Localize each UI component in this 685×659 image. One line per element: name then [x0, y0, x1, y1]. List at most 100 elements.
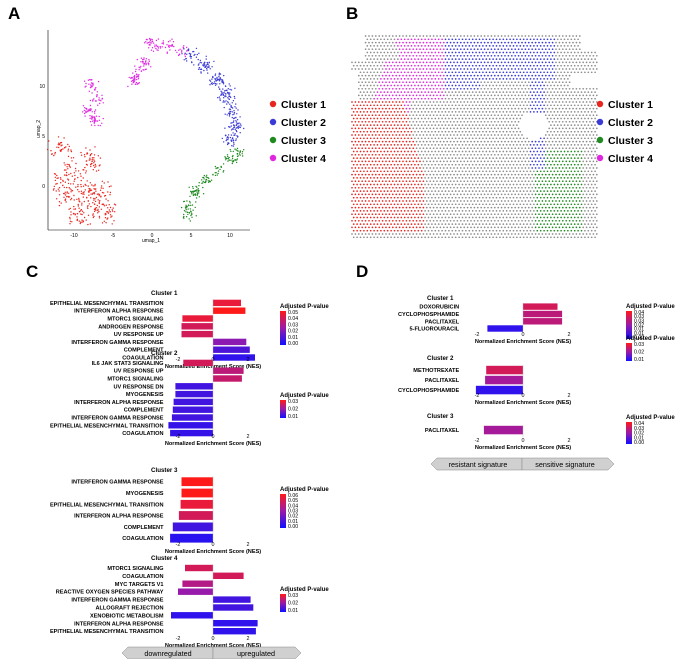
umap-cell-point [85, 170, 87, 172]
spatial-spot [502, 78, 505, 80]
spatial-spot [531, 180, 534, 183]
spatial-spot [397, 150, 399, 153]
spatial-spot [546, 210, 549, 212]
spatial-spot [441, 97, 443, 100]
spatial-spot [424, 38, 426, 41]
spatial-spot [548, 127, 551, 130]
spatial-spot [529, 203, 532, 206]
spatial-spot [422, 94, 425, 97]
spatial-spot [368, 193, 370, 196]
spatial-spot [512, 130, 515, 133]
spatial-spot [543, 210, 545, 212]
spatial-spot [573, 45, 576, 47]
spatial-spot [393, 196, 396, 199]
spatial-spot [465, 84, 467, 87]
spatial-spot [378, 74, 381, 77]
spatial-spot [434, 124, 437, 126]
spatial-spot [507, 167, 510, 169]
spatial-spot [420, 38, 423, 41]
spatial-spot [492, 45, 494, 47]
spatial-spot [454, 210, 457, 212]
spatial-spot [595, 107, 598, 110]
umap-cell-point [66, 186, 68, 189]
spatial-spot [393, 183, 396, 186]
spatial-spot [393, 124, 396, 126]
spatial-spot [468, 45, 471, 47]
umap-cell-point [58, 190, 60, 192]
umap-cell-point [185, 209, 187, 211]
spatial-spot [374, 180, 377, 183]
spatial-spot [510, 107, 513, 110]
spatial-spot [454, 64, 457, 67]
spatial-spot [388, 153, 391, 156]
spatial-spot [536, 78, 539, 80]
umap-cell-point [75, 170, 77, 172]
spatial-spot [524, 54, 527, 57]
spatial-spot [376, 38, 379, 41]
spatial-spot [541, 193, 544, 196]
spatial-spot [519, 190, 522, 192]
umap-cell-point [162, 40, 164, 42]
spatial-spot [533, 210, 535, 212]
spatial-spot [517, 114, 520, 117]
spatial-spot [454, 91, 457, 93]
spatial-spot [402, 173, 404, 176]
spatial-spot [483, 54, 486, 57]
spatial-spot [458, 124, 460, 126]
spatial-spot [561, 41, 564, 44]
umap-cell-point [99, 157, 102, 159]
spatial-spot [453, 213, 455, 216]
spatial-spot [560, 144, 562, 146]
spatial-spot [544, 134, 547, 136]
spatial-spot [386, 104, 389, 107]
umap-cell-point [135, 81, 138, 84]
spatial-spot [519, 78, 522, 80]
umap-cell-point [68, 196, 71, 198]
umap-cell-point [94, 183, 96, 186]
spatial-spot [536, 163, 539, 166]
spatial-spot [461, 137, 464, 140]
spatial-spot [402, 193, 404, 196]
spatial-spot [456, 107, 459, 110]
spatial-spot [414, 111, 416, 113]
umap-cell-point [242, 155, 244, 157]
umap-cell-point [218, 76, 220, 78]
spatial-spot [555, 107, 557, 110]
spatial-spot [425, 206, 428, 209]
spatial-spot [439, 61, 442, 64]
spatial-spot [555, 186, 557, 189]
spatial-spot [512, 196, 515, 199]
umap-cell-point [231, 157, 234, 160]
spatial-spot [454, 71, 457, 74]
spatial-spot [371, 94, 374, 97]
umap-cell-point [91, 116, 94, 119]
spatial-spot [514, 114, 517, 117]
umap-cell-point [82, 191, 84, 194]
spatial-spot [476, 68, 479, 70]
umap-cell-point [109, 211, 111, 213]
spatial-spot [419, 114, 421, 117]
spatial-spot [374, 68, 377, 70]
spatial-spot [558, 48, 561, 51]
legend-dot [269, 136, 277, 144]
spatial-spot [487, 186, 489, 189]
spatial-spot [538, 153, 540, 156]
umap-cell-point [56, 146, 58, 148]
umap-cell-point [138, 74, 140, 76]
spatial-spot [538, 87, 540, 90]
spatial-spot [412, 180, 415, 183]
spatial-spot [414, 196, 416, 199]
spatial-spot [417, 97, 420, 100]
spatial-spot [570, 71, 573, 74]
spatial-spot [449, 61, 452, 64]
spatial-spot [561, 35, 564, 37]
spatial-spot [403, 177, 406, 179]
umap-cell-point [220, 90, 222, 93]
spatial-spot [480, 173, 483, 176]
spatial-spot [429, 81, 432, 84]
spatial-spot [541, 74, 544, 77]
umap-cell-point [182, 46, 184, 48]
umap-cell-point [80, 190, 83, 192]
spatial-spot [473, 200, 476, 202]
spatial-spot [431, 137, 433, 140]
